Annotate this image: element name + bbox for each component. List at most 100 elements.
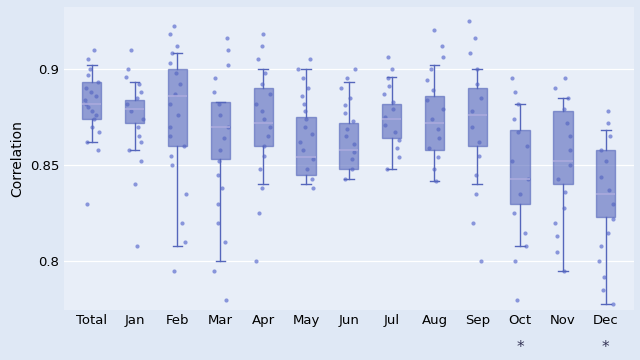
Point xyxy=(83,104,93,110)
Point xyxy=(177,220,188,226)
Point xyxy=(474,139,484,145)
Point xyxy=(476,95,486,100)
Point xyxy=(122,101,132,107)
Point xyxy=(429,166,440,172)
Point xyxy=(257,108,267,114)
Point xyxy=(297,93,307,99)
Point xyxy=(552,234,562,239)
Point xyxy=(223,124,234,130)
Point xyxy=(134,81,144,87)
Point xyxy=(307,176,317,181)
PathPatch shape xyxy=(82,82,102,119)
Point xyxy=(349,141,360,147)
Point xyxy=(380,122,390,127)
Point xyxy=(601,158,611,164)
Point xyxy=(165,133,175,139)
Point xyxy=(175,81,186,87)
Point xyxy=(168,162,178,168)
Point xyxy=(300,124,310,130)
Point xyxy=(217,185,227,191)
Point xyxy=(438,54,448,60)
Point xyxy=(518,336,528,341)
Point xyxy=(132,124,143,130)
Point xyxy=(394,154,404,160)
Point xyxy=(509,89,520,95)
Point xyxy=(476,258,486,264)
Point xyxy=(474,153,484,158)
Point xyxy=(213,172,223,177)
Point xyxy=(81,85,91,91)
Point xyxy=(604,187,614,193)
Point xyxy=(180,191,191,197)
Point xyxy=(467,336,477,341)
Point xyxy=(214,101,224,107)
Point xyxy=(561,120,572,126)
Point xyxy=(211,76,221,81)
Point xyxy=(559,268,570,274)
Point xyxy=(180,239,191,245)
Point xyxy=(467,124,477,130)
Point xyxy=(170,91,180,97)
Point xyxy=(520,230,530,235)
Point xyxy=(510,258,520,264)
Point xyxy=(427,116,437,122)
Point xyxy=(179,143,189,149)
Point xyxy=(594,258,604,264)
Point xyxy=(265,124,275,130)
PathPatch shape xyxy=(425,96,444,150)
Point xyxy=(470,35,480,41)
Point xyxy=(259,116,269,122)
Point xyxy=(341,133,351,139)
PathPatch shape xyxy=(468,88,487,146)
Point xyxy=(125,108,136,114)
Point xyxy=(348,149,358,154)
Point xyxy=(521,243,531,249)
Point xyxy=(216,147,226,153)
Point xyxy=(512,297,522,303)
Point xyxy=(298,101,308,107)
Point xyxy=(221,297,231,303)
Point xyxy=(302,166,312,172)
Text: *: * xyxy=(602,340,609,355)
Point xyxy=(509,210,520,216)
Point xyxy=(431,178,442,184)
Point xyxy=(298,76,308,81)
Point xyxy=(392,145,402,151)
Point xyxy=(464,18,474,23)
Point xyxy=(383,83,394,89)
Point xyxy=(347,166,357,172)
Point xyxy=(138,116,148,122)
Point xyxy=(85,66,95,72)
Point xyxy=(82,139,92,145)
PathPatch shape xyxy=(296,117,316,175)
Point xyxy=(169,268,179,274)
Point xyxy=(165,101,175,107)
Point xyxy=(124,147,134,153)
Point xyxy=(263,133,273,139)
Point xyxy=(342,126,352,131)
Point xyxy=(339,176,349,181)
Point xyxy=(93,147,103,153)
Point xyxy=(257,185,267,191)
Point xyxy=(552,249,562,255)
Text: *: * xyxy=(516,340,524,355)
Point xyxy=(465,50,476,56)
Point xyxy=(253,56,264,62)
Point xyxy=(472,81,482,87)
Point xyxy=(305,56,315,62)
Point xyxy=(434,135,444,141)
Point xyxy=(209,268,219,274)
Point xyxy=(348,118,358,124)
Point xyxy=(83,72,93,77)
Point xyxy=(390,130,400,135)
Point xyxy=(136,139,146,145)
Point xyxy=(470,172,481,177)
Point xyxy=(253,210,264,216)
Point xyxy=(429,27,439,33)
Point xyxy=(608,216,618,222)
Point xyxy=(251,101,261,107)
Point xyxy=(433,126,443,131)
PathPatch shape xyxy=(511,130,530,204)
Point xyxy=(223,62,233,68)
Point xyxy=(550,85,560,91)
